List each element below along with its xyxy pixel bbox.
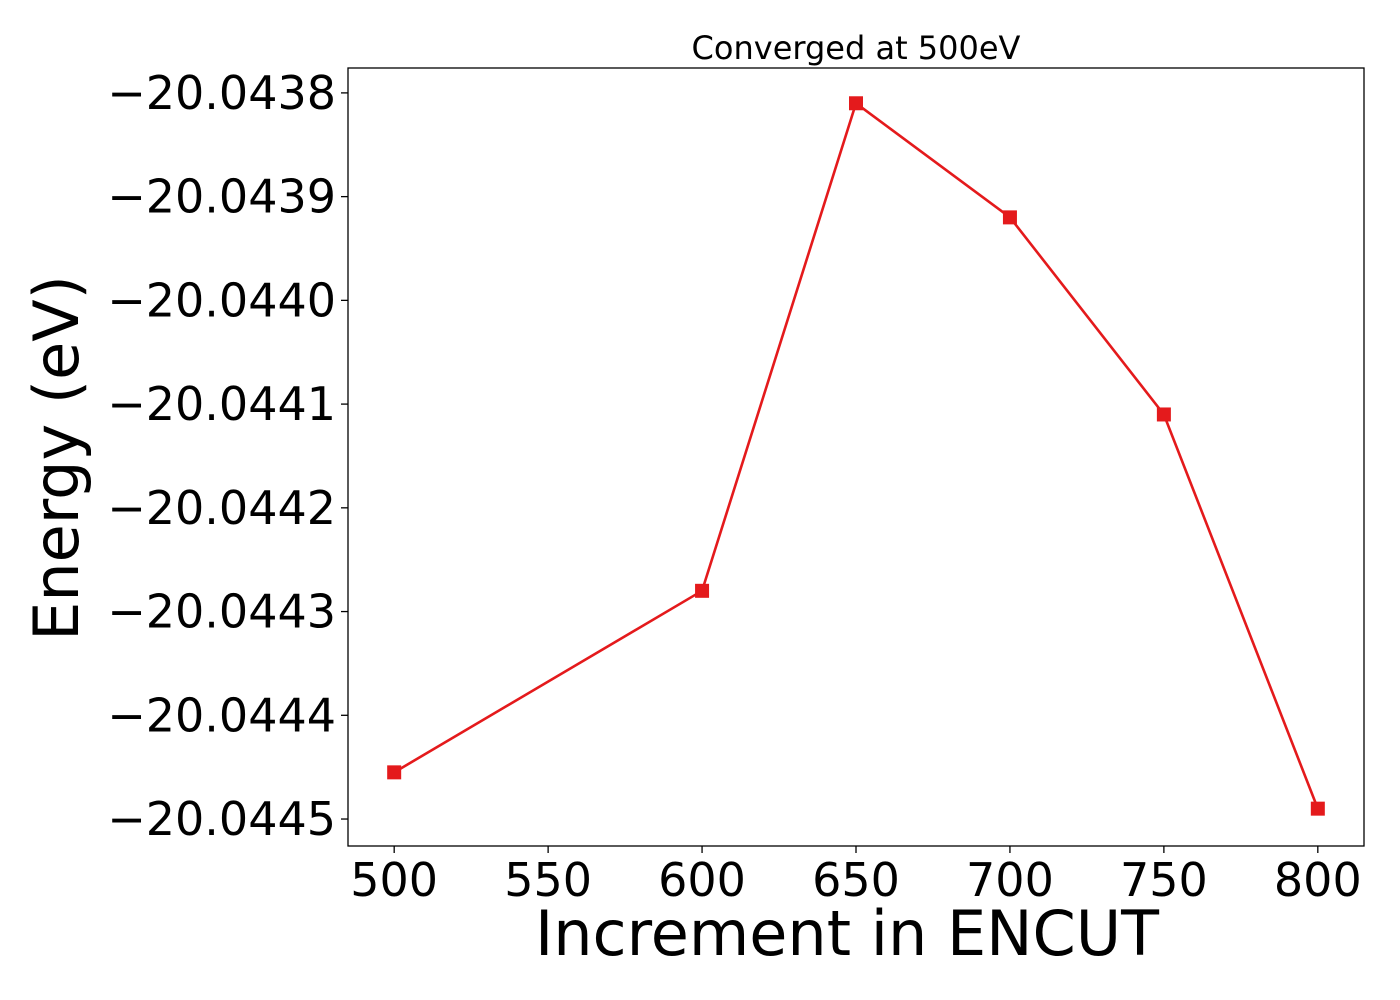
y-tick-label: −20.0438 <box>107 66 336 120</box>
y-tick-label: −20.0443 <box>107 585 336 639</box>
y-tick-label: −20.0439 <box>107 170 336 224</box>
data-point <box>387 765 402 780</box>
y-tick-label: −20.0444 <box>107 688 336 742</box>
x-axis: 500 550 600 650 700 750 800 <box>350 846 1362 907</box>
chart-title: Converged at 500eV <box>692 29 1021 67</box>
y-axis: −20.0438 −20.0439 −20.0440 −20.0441 −20.0442… <box>107 66 348 846</box>
x-tick-label: 500 <box>350 853 438 907</box>
y-tick-label: −20.0445 <box>107 792 336 846</box>
data-point <box>695 583 710 598</box>
x-tick-label: 750 <box>1120 853 1208 907</box>
data-point <box>1156 407 1171 422</box>
x-tick-label: 650 <box>812 853 900 907</box>
x-tick-label: 700 <box>966 853 1054 907</box>
series-line <box>393 101 1320 810</box>
data-series <box>387 96 1325 816</box>
y-axis-label: Energy (eV) <box>20 275 93 641</box>
x-tick-label: 550 <box>504 853 592 907</box>
x-axis-label: Increment in ENCUT <box>535 897 1160 970</box>
x-tick-label: 800 <box>1274 853 1362 907</box>
y-tick-label: −20.0442 <box>107 481 336 535</box>
data-point <box>849 96 863 111</box>
x-tick-label: 600 <box>658 853 746 907</box>
data-point <box>1310 801 1325 816</box>
y-tick-label: −20.0440 <box>107 273 336 327</box>
data-point <box>1002 210 1017 225</box>
y-tick-label: −20.0441 <box>107 377 336 431</box>
plot-area <box>347 67 1365 847</box>
